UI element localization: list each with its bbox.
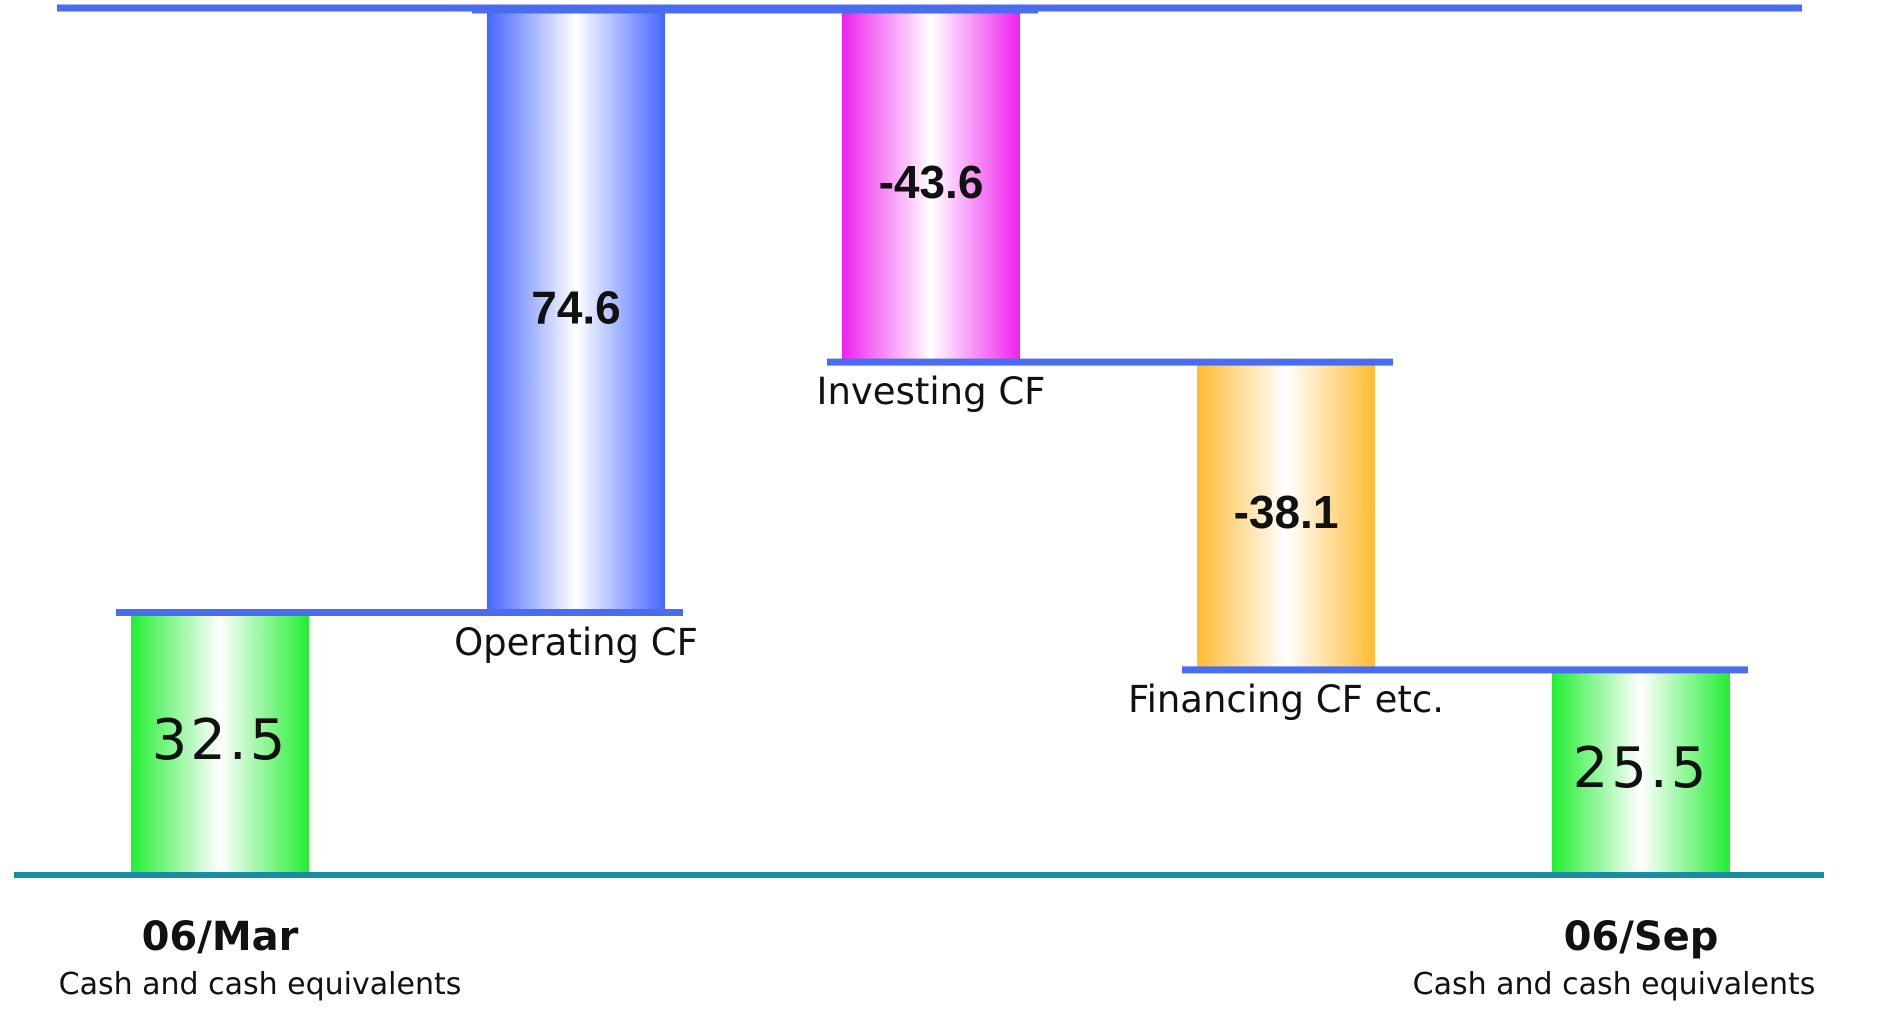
value-label: 32.5 — [152, 708, 289, 773]
category-label: 06/Sep — [1563, 914, 1719, 960]
bar — [1552, 669, 1730, 875]
category-label: 06/Mar — [141, 914, 299, 960]
value-label: -38.1 — [1234, 486, 1339, 538]
category-note: Cash and cash equivalents — [1412, 967, 1816, 1002]
bar — [131, 612, 309, 875]
value-label: -43.6 — [879, 156, 984, 208]
bar — [842, 10, 1020, 363]
category-note: Cash and cash equivalents — [58, 967, 462, 1002]
category-label: Financing CF etc. — [1127, 677, 1445, 721]
bar — [487, 10, 665, 613]
category-label: Investing CF — [816, 370, 1046, 414]
bar — [1197, 362, 1375, 670]
value-label: 25.5 — [1573, 736, 1710, 801]
category-label: Operating CF — [454, 620, 698, 664]
value-label: 74.6 — [531, 281, 621, 333]
